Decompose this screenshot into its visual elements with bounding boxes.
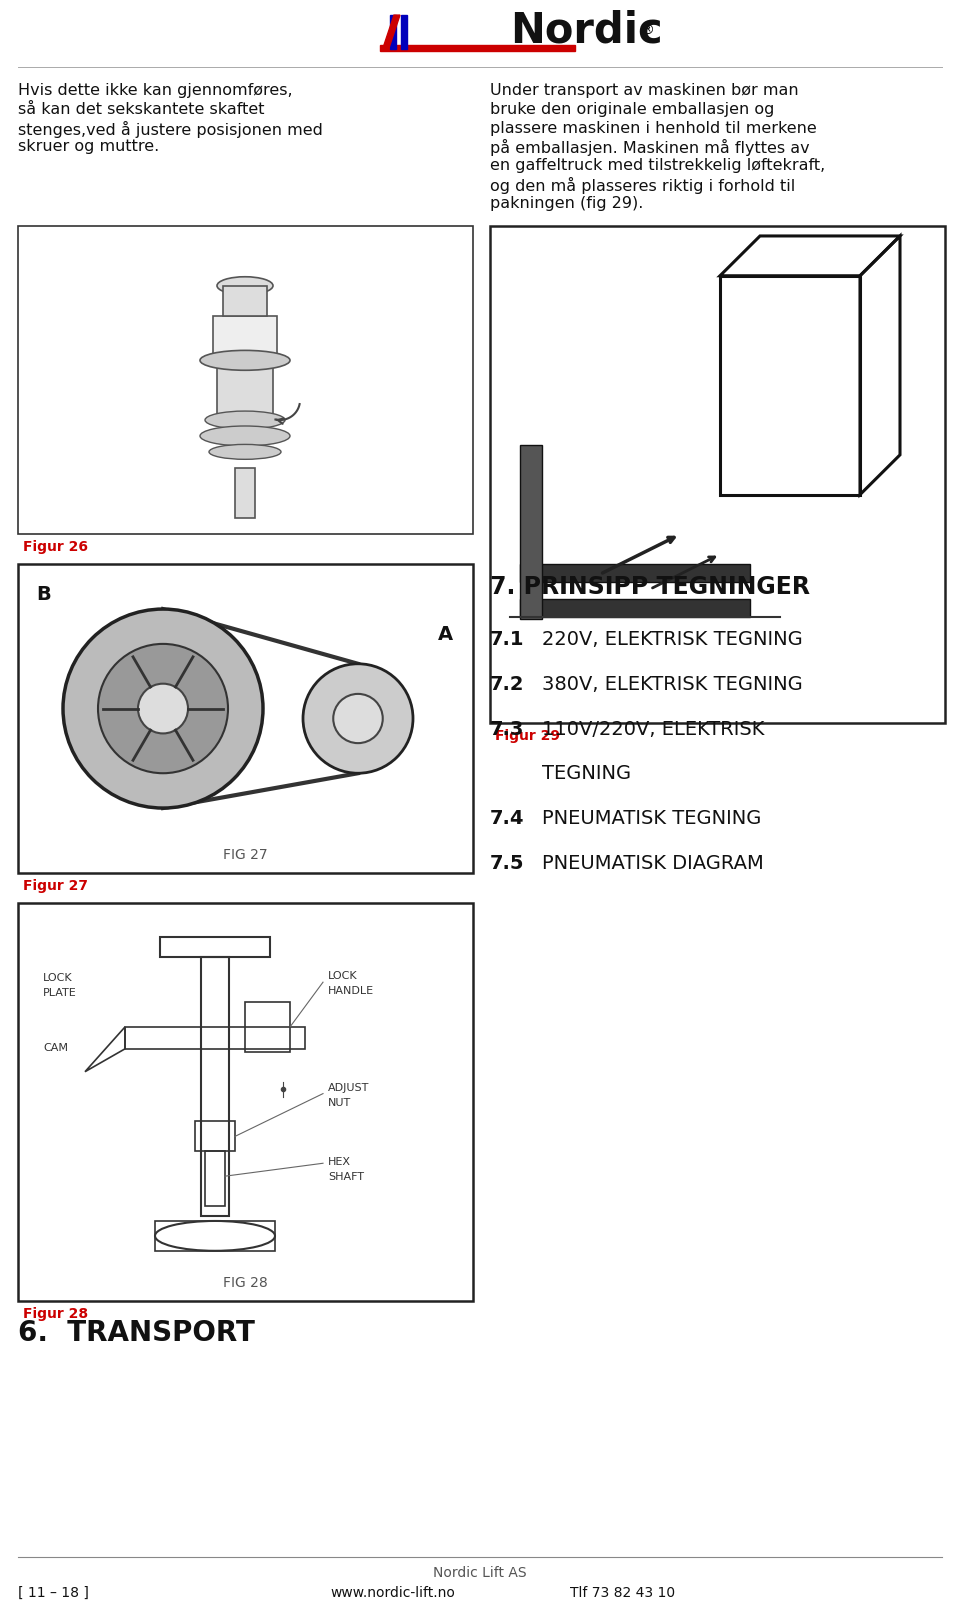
Circle shape: [63, 609, 263, 808]
Bar: [490, 227, 945, 725]
Text: en gaffeltruck med tilstrekkelig løftekraft,: en gaffeltruck med tilstrekkelig løftekr…: [490, 157, 826, 174]
Text: PNEUMATISK TEGNING: PNEUMATISK TEGNING: [542, 808, 761, 828]
Text: Under transport av maskinen bør man: Under transport av maskinen bør man: [490, 82, 799, 98]
Text: NUT: NUT: [328, 1098, 351, 1107]
Text: Hvis dette ikke kan gjennomføres,: Hvis dette ikke kan gjennomføres,: [18, 82, 293, 98]
Bar: [401, 16, 407, 50]
Bar: [195, 1122, 235, 1152]
Bar: [160, 938, 270, 958]
Text: Figur 27: Figur 27: [23, 877, 88, 892]
Text: og den må plasseres riktig i forhold til: og den må plasseres riktig i forhold til: [490, 177, 795, 194]
Text: 7.3: 7.3: [490, 718, 524, 738]
Bar: [201, 958, 229, 1216]
Text: LOCK: LOCK: [43, 972, 73, 982]
Bar: [390, 16, 396, 50]
Text: CAM: CAM: [43, 1043, 68, 1053]
Text: SHAFT: SHAFT: [328, 1172, 364, 1181]
Text: B: B: [36, 585, 51, 604]
Text: bruke den originale emballasjen og: bruke den originale emballasjen og: [490, 101, 775, 117]
Bar: [18, 903, 473, 1300]
Circle shape: [98, 644, 228, 773]
Text: skruer og muttre.: skruer og muttre.: [18, 140, 159, 154]
Text: Nordic: Nordic: [510, 10, 662, 51]
Bar: [205, 1152, 225, 1207]
Polygon shape: [382, 16, 400, 51]
Bar: [720, 276, 860, 495]
Text: HANDLE: HANDLE: [328, 985, 374, 996]
Text: 7.4: 7.4: [490, 808, 524, 828]
Text: 7.2: 7.2: [490, 675, 524, 693]
Text: 7. PRINSIPP TEGNINGER: 7. PRINSIPP TEGNINGER: [490, 575, 810, 599]
Text: Figur 28: Figur 28: [23, 1306, 88, 1319]
Text: PLATE: PLATE: [43, 988, 77, 998]
Text: [ 11 – 18 ]: [ 11 – 18 ]: [18, 1585, 89, 1599]
Bar: [235, 469, 255, 517]
Text: Nordic Lift AS: Nordic Lift AS: [433, 1565, 527, 1580]
Circle shape: [333, 694, 383, 744]
Bar: [18, 227, 473, 535]
Bar: [520, 599, 750, 617]
Ellipse shape: [200, 427, 290, 447]
Text: på emballasjen. Maskinen må flyttes av: på emballasjen. Maskinen må flyttes av: [490, 140, 809, 156]
Text: Tlf 73 82 43 10: Tlf 73 82 43 10: [570, 1585, 675, 1599]
Ellipse shape: [205, 411, 285, 429]
Text: PNEUMATISK DIAGRAM: PNEUMATISK DIAGRAM: [542, 853, 764, 873]
Circle shape: [303, 664, 413, 773]
Text: 7.5: 7.5: [490, 853, 524, 873]
Bar: [18, 566, 473, 873]
Text: 380V, ELEKTRISK TEGNING: 380V, ELEKTRISK TEGNING: [542, 675, 803, 693]
Text: 110V/220V, ELEKTRISK: 110V/220V, ELEKTRISK: [542, 718, 764, 738]
Bar: [245, 1003, 290, 1053]
Text: TEGNING: TEGNING: [542, 763, 631, 783]
Circle shape: [138, 685, 188, 734]
Bar: [213, 317, 277, 362]
Ellipse shape: [217, 278, 273, 296]
Bar: [520, 566, 750, 583]
Ellipse shape: [200, 352, 290, 371]
Text: stenges,ved å justere posisjonen med: stenges,ved å justere posisjonen med: [18, 121, 323, 138]
Bar: [155, 1221, 275, 1250]
Bar: [380, 47, 575, 51]
Bar: [520, 445, 542, 620]
Text: ®: ®: [640, 24, 654, 39]
Text: FIG 27: FIG 27: [223, 847, 267, 861]
Text: 6.  TRANSPORT: 6. TRANSPORT: [18, 1319, 254, 1347]
Text: Figur 29: Figur 29: [495, 730, 560, 742]
Text: A: A: [438, 625, 453, 643]
Text: pakningen (fig 29).: pakningen (fig 29).: [490, 196, 643, 211]
Bar: [217, 362, 273, 421]
Text: plassere maskinen i henhold til merkene: plassere maskinen i henhold til merkene: [490, 121, 817, 135]
Text: 220V, ELEKTRISK TEGNING: 220V, ELEKTRISK TEGNING: [542, 630, 803, 649]
Text: 7.1: 7.1: [490, 630, 524, 649]
Bar: [125, 1027, 305, 1049]
Bar: [223, 286, 267, 317]
Text: ADJUST: ADJUST: [328, 1082, 370, 1093]
Text: HEX: HEX: [328, 1157, 351, 1167]
Text: LOCK: LOCK: [328, 971, 358, 980]
Ellipse shape: [209, 445, 281, 460]
Text: www.nordic-lift.no: www.nordic-lift.no: [330, 1585, 455, 1599]
Text: Figur 26: Figur 26: [23, 540, 88, 554]
Text: så kan det sekskantete skaftet: så kan det sekskantete skaftet: [18, 101, 265, 117]
Text: FIG 28: FIG 28: [223, 1274, 268, 1289]
